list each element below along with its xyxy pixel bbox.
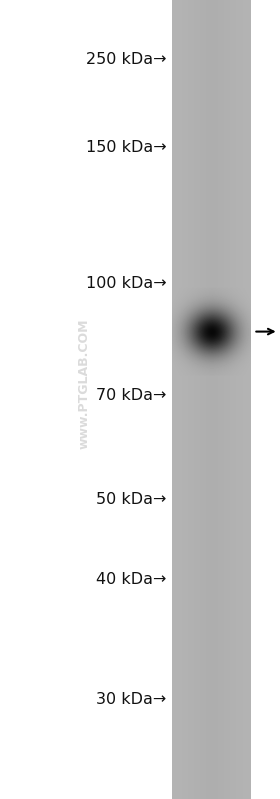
Text: 250 kDa→: 250 kDa→ [86,53,167,67]
Text: 150 kDa→: 150 kDa→ [86,141,167,155]
Text: 70 kDa→: 70 kDa→ [96,388,167,403]
Text: 100 kDa→: 100 kDa→ [86,276,167,291]
Text: www.PTGLAB.COM: www.PTGLAB.COM [78,318,90,449]
Text: 30 kDa→: 30 kDa→ [96,692,167,706]
Text: 50 kDa→: 50 kDa→ [96,492,167,507]
Text: 40 kDa→: 40 kDa→ [96,572,167,586]
